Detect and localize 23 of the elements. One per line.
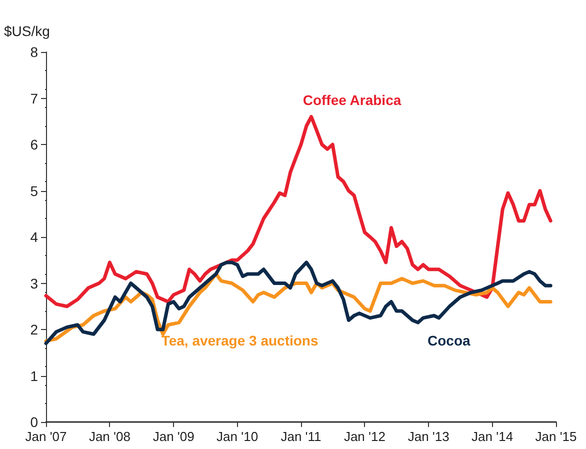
y-tick-label: 1 xyxy=(30,368,38,384)
x-tick-label: Jan '08 xyxy=(88,429,130,444)
x-tick-label: Jan '15 xyxy=(535,429,577,444)
line-series xyxy=(44,115,552,308)
y-tick-label: 5 xyxy=(30,182,38,199)
y-tick-label: 7 xyxy=(30,90,38,106)
x-tick-label: Jan '11 xyxy=(280,429,322,444)
y-tick-label: 2 xyxy=(30,322,38,338)
y-tick-label: 4 xyxy=(30,229,38,245)
x-tick-label: Jan '14 xyxy=(472,429,514,444)
series-label: Coffee Arabica xyxy=(302,92,402,108)
y-tick-label: 3 xyxy=(30,275,38,292)
x-tick-label: Jan '07 xyxy=(25,429,67,444)
series-label: Cocoa xyxy=(428,332,470,349)
x-tick-label: Jan '09 xyxy=(152,429,194,444)
x-tick-label: Jan '13 xyxy=(408,429,450,444)
y-axis-title: $US/kg xyxy=(4,23,50,39)
y-tick-label: 8 xyxy=(30,44,38,60)
y-tick-label: 0 xyxy=(30,414,38,430)
series-label: Tea, average 3 auctions xyxy=(161,332,318,349)
y-tick-label: 6 xyxy=(30,136,38,152)
x-tick-label: Jan '12 xyxy=(344,429,386,444)
x-tick-label: Jan '10 xyxy=(216,429,258,444)
